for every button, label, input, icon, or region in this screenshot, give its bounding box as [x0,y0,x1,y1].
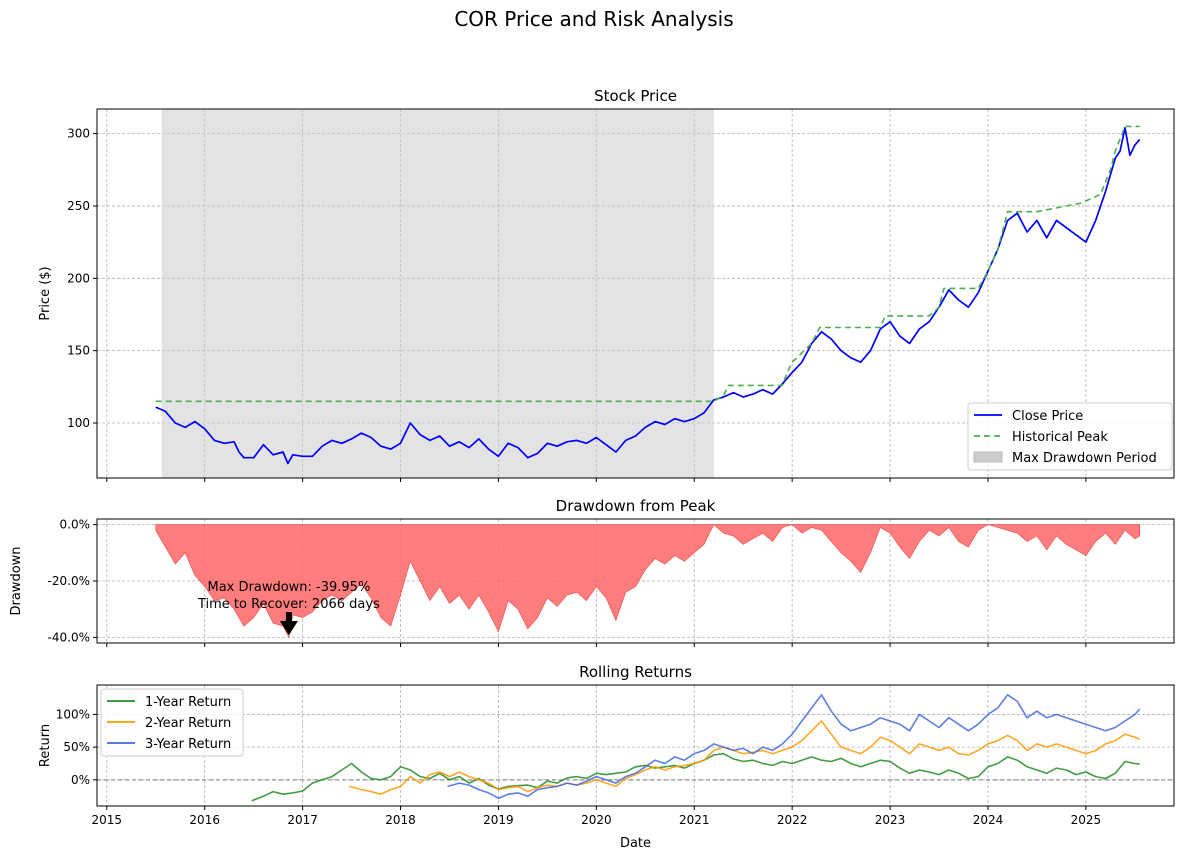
legend-label-2-year-return: 2-Year Return [145,716,231,731]
panel-3: Rolling Returns 100% 50% 0% 2015 2016 2017 2018… [38,663,1175,851]
legend: 1-Year Return 2-Year Return 3-Year Return [100,688,244,757]
legend-label-3-year-return: 3-Year Return [145,737,231,752]
y-tick: 300 [67,127,97,141]
legend-label-max-drawdown-period: Max Drawdown Period [1012,451,1157,466]
panel-1: Stock Price 100 150 200 250 300 Price ($) Close… [38,87,1175,482]
y-tick-label: 300 [67,127,90,141]
x-tick-label: 2019 [483,813,514,827]
x-tick-label: 2017 [287,813,318,827]
x-tick-label: 2023 [875,813,906,827]
figure-title: COR Price and Risk Analysis [454,7,733,31]
x-tick: 2023 [875,806,906,827]
y-tick: 200 [67,271,97,285]
y-tick-label: 100% [56,707,90,721]
x-tick: 2019 [483,806,514,827]
x-tick: 2016 [189,806,220,827]
y-tick: 150 [67,344,97,358]
x-tick: 2018 [385,806,416,827]
y-tick-label: 200 [67,271,90,285]
x-tick: 2017 [287,806,318,827]
y-axis-label: Drawdown [9,546,24,615]
axes-frame [96,108,1175,479]
y-tick: 100 [67,416,97,430]
x-tick-label: 2024 [973,813,1004,827]
x-tick: 2024 [973,806,1004,827]
series-line-historical-peak [155,125,1140,403]
y-tick: 100% [56,707,97,721]
y-tick: -40.0% [48,630,97,644]
y-tick-label: 250 [67,199,90,213]
annotation-line-2: Time to Recover: 2066 days [197,597,380,612]
legend-box [967,402,1173,471]
y-tick-label: 50% [63,740,90,754]
x-tick: 2025 [1071,806,1102,827]
x-tick: 2022 [777,806,808,827]
grid [97,685,1174,806]
x-tick-label: 2025 [1071,813,1102,827]
panel-title: Drawdown from Peak [556,497,716,515]
legend-swatch-max-drawdown-period [973,451,1003,463]
x-tick: 2015 [92,806,123,827]
y-tick: 0.0% [60,518,97,532]
x-tick: 2020 [581,806,612,827]
y-tick-label: 100 [67,416,90,430]
x-axis-label: Date [620,836,651,851]
x-tick-label: 2015 [92,813,123,827]
series-line-3-year-return [447,693,1141,800]
plot-area [155,109,1141,478]
panel-2: Drawdown from Peak 0.0% -20.0% -40.0% Drawdo… [9,497,1175,647]
annotation-arrow-head [279,621,298,636]
y-tick: 250 [67,199,97,213]
panels-container: Stock Price 100 150 200 250 300 Price ($) Close… [9,87,1175,851]
drawdown-area [155,524,1140,639]
plot-area [97,693,1174,802]
x-tick-label: 2022 [777,813,808,827]
legend-label-historical-peak: Historical Peak [1012,430,1108,445]
annotation-line-1: Max Drawdown: -39.95% [207,580,370,595]
y-tick-label: 0% [71,773,90,787]
panel-title: Rolling Returns [579,663,692,681]
series-line-2-year-return [349,720,1141,796]
y-tick-label: 0.0% [60,518,91,532]
y-tick-label: -40.0% [48,630,90,644]
x-tick-label: 2020 [581,813,612,827]
legend-label-close-price: Close Price [1012,409,1083,424]
y-tick: 0% [71,773,97,787]
x-tick-label: 2016 [189,813,220,827]
max-drawdown-annotation: Max Drawdown: -39.95% Time to Recover: 20… [197,580,380,636]
y-tick: 50% [63,740,97,754]
x-tick: 2021 [679,806,710,827]
max-drawdown-region [161,109,714,478]
y-tick-label: 150 [67,344,90,358]
y-axis-label: Price ($) [38,266,53,320]
annotation-arrow-shaft [285,612,292,622]
plot-area [155,524,1140,639]
legend: Close Price Historical Peak Max Drawdown P… [967,402,1173,471]
x-tick-label: 2018 [385,813,416,827]
y-tick-label: -20.0% [48,574,90,588]
series-line-1-year-return [251,752,1140,802]
axes-frame [96,684,1175,807]
y-axis-label: Return [38,724,53,767]
panel-title: Stock Price [594,87,677,105]
legend-label-1-year-return: 1-Year Return [145,695,231,710]
x-tick-label: 2021 [679,813,710,827]
y-tick: -20.0% [48,574,97,588]
legend-box [100,688,244,757]
